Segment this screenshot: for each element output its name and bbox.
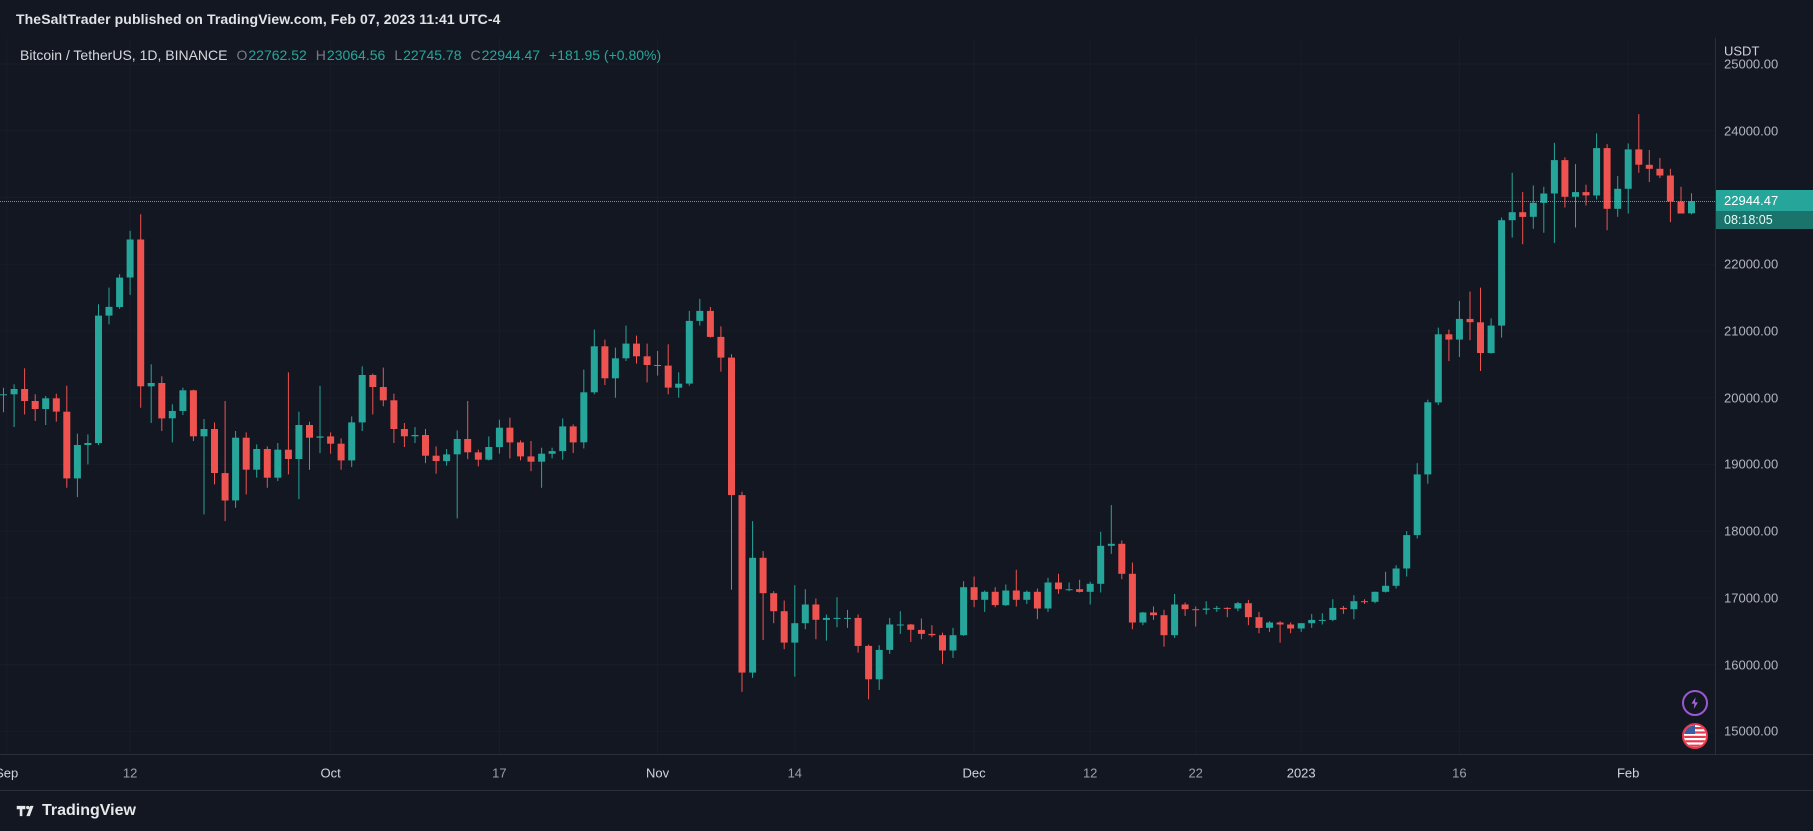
last-price-label: 22944.47 [1716, 190, 1813, 212]
price-tick-label: 20000.00 [1724, 390, 1779, 406]
price-tick-label: 22000.00 [1724, 256, 1779, 272]
price-scale[interactable]: USDT 25000.0024000.0023000.0022000.00210… [1715, 38, 1813, 754]
time-axis-label: Sep [0, 765, 19, 780]
time-axis-label: Dec [962, 765, 986, 780]
price-badge: 22944.47 08:18:05 [1716, 190, 1813, 230]
candlestick-chart[interactable] [0, 38, 1715, 754]
us-flag-icon [1684, 725, 1706, 747]
time-axis-label: 17 [492, 765, 507, 780]
lightning-bolt-icon [1691, 697, 1698, 709]
time-axis-label: 12 [1082, 765, 1098, 780]
time-axis-label: 16 [1452, 765, 1467, 780]
tradingview-logo-icon[interactable] [15, 800, 34, 822]
lightning-event-icon[interactable] [1682, 690, 1708, 716]
bar-countdown: 08:18:05 [1716, 211, 1813, 230]
ohlc-legend: Bitcoin / TetherUS, 1D, BINANCE O 22762.5… [20, 47, 661, 63]
tradingview-wordmark[interactable]: TradingView [42, 802, 136, 819]
attribution-text: TheSaltTrader published on TradingView.c… [16, 11, 501, 27]
time-axis-label: 12 [122, 765, 138, 780]
time-axis-label: 14 [787, 765, 803, 780]
time-axis-label: Oct [320, 765, 341, 780]
ohlc-close: C 22944.47 [470, 47, 541, 63]
price-tick-label: 21000.00 [1724, 323, 1779, 339]
price-tick-label: 24000.00 [1724, 123, 1779, 139]
price-tick-label: 15000.00 [1724, 723, 1779, 739]
ohlc-open: O 22762.52 [236, 47, 307, 63]
price-tick-label: 17000.00 [1724, 590, 1779, 606]
time-axis-label: Feb [1616, 765, 1640, 780]
price-tick-label: 25000.00 [1724, 56, 1779, 72]
footer-bar: TradingView [0, 790, 1813, 831]
time-scale[interactable]: Sep 12 Oct 17 Nov 14 Dec 12 22 2023 16 Feb [0, 754, 1813, 790]
daily-change: +181.95 (+0.80%) [549, 47, 662, 63]
symbol-title[interactable]: Bitcoin / TetherUS, 1D, BINANCE [20, 47, 228, 63]
price-scale-currency: USDT [1724, 42, 1762, 60]
price-tick-label: 16000.00 [1724, 657, 1779, 673]
attribution-bar: TheSaltTrader published on TradingView.c… [0, 0, 1813, 38]
time-axis-label: Nov [646, 765, 670, 780]
time-axis-label: 22 [1188, 765, 1203, 780]
last-price-line [0, 201, 1715, 203]
ohlc-high: H 23064.56 [315, 47, 386, 63]
price-tick-label: 18000.00 [1724, 523, 1779, 539]
price-tick-label: 19000.00 [1724, 456, 1779, 472]
time-axis-label: 2023 [1286, 765, 1316, 780]
ohlc-low: L 22745.78 [394, 47, 462, 63]
us-flag-event-icon[interactable] [1682, 723, 1708, 749]
chart-pane[interactable]: Bitcoin / TetherUS, 1D, BINANCE O 22762.5… [0, 38, 1813, 754]
